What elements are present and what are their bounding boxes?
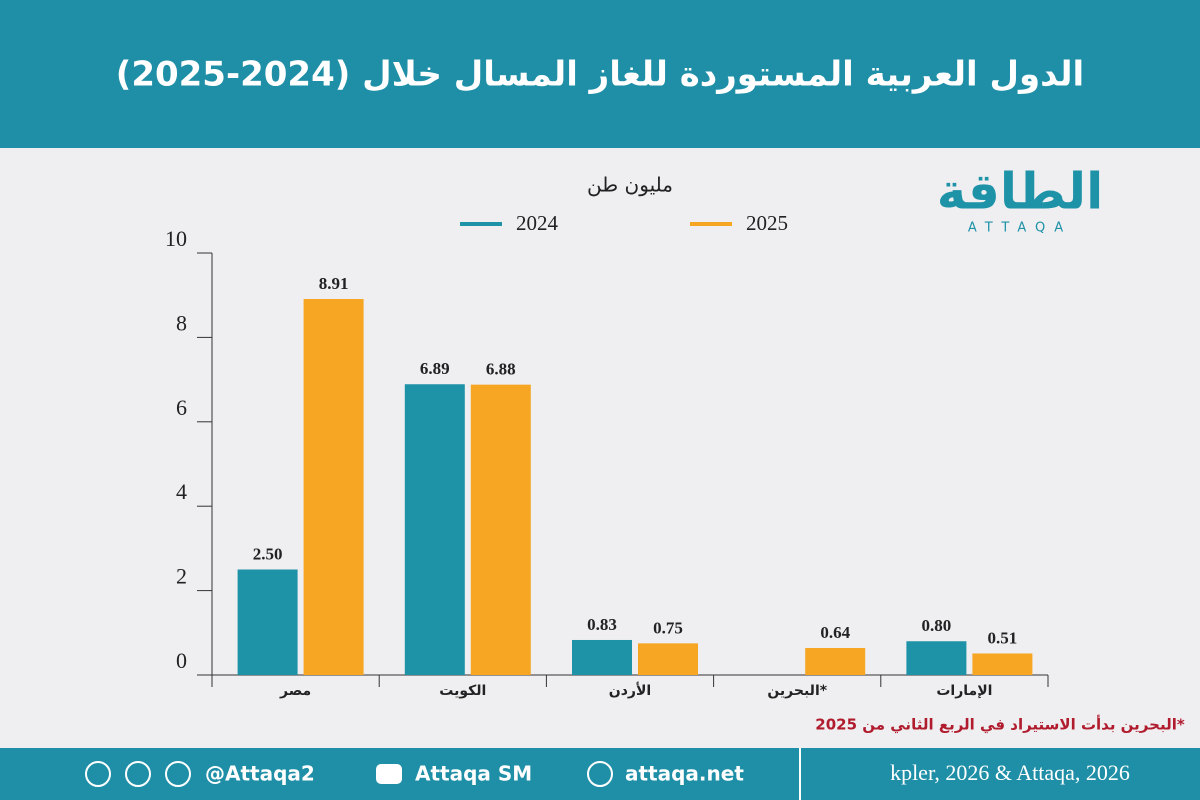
web-icon <box>587 761 613 787</box>
value-label: 0.51 <box>988 628 1018 647</box>
bar <box>638 643 698 675</box>
legend-label: 2024 <box>516 211 559 235</box>
y-tick-label: 10 <box>165 226 187 251</box>
y-tick-label: 4 <box>176 479 187 504</box>
facebook-icon <box>165 761 191 787</box>
value-label: 2.50 <box>253 544 283 563</box>
x-tick-label: الأردن <box>609 682 651 699</box>
value-label: 0.80 <box>922 616 952 635</box>
y-tick-label: 0 <box>176 648 187 673</box>
footer-website: attaqa.net <box>625 762 744 786</box>
bar <box>303 298 364 675</box>
title: الدول العربية المستوردة للغاز المسال خلا… <box>116 55 1084 95</box>
y-tick-label: 6 <box>176 395 187 420</box>
value-label: 0.64 <box>820 623 850 642</box>
y-tick-label: 2 <box>176 564 187 589</box>
value-label: 0.75 <box>653 618 683 637</box>
x-tick-label: الكويت <box>439 683 486 699</box>
bar <box>572 639 632 675</box>
bar <box>237 569 298 675</box>
value-label: 8.91 <box>319 274 349 293</box>
value-label: 6.88 <box>486 360 516 379</box>
bar <box>470 384 531 675</box>
legend-label: 2025 <box>746 211 788 235</box>
x-tick-label: الإمارات <box>936 683 992 699</box>
note: *البحرين بدأت الاستيراد في الربع الثاني … <box>815 715 1185 734</box>
x-tick-label: البحرين* <box>767 683 827 699</box>
value-label: 0.83 <box>587 615 617 634</box>
logo-latin: ATTAQA <box>968 221 1072 236</box>
bar <box>906 641 967 675</box>
unit-label: مليون طن <box>587 173 673 197</box>
x-tick-label: مصر <box>279 683 311 699</box>
header-band <box>0 0 1200 148</box>
footer-youtube: Attaqa SM <box>415 762 532 786</box>
instagram-icon <box>125 761 151 787</box>
bar <box>805 647 866 675</box>
y-tick-label: 8 <box>176 310 187 335</box>
bar <box>404 384 465 675</box>
logo-name: الطاقة <box>937 163 1103 221</box>
value-label: 6.89 <box>420 359 450 378</box>
footer-source: kpler, 2026 & Attaqa, 2026 <box>890 760 1130 785</box>
youtube-icon <box>376 764 402 784</box>
footer-band <box>0 748 1200 800</box>
bar <box>972 653 1033 675</box>
x-icon <box>85 761 111 787</box>
footer-social: @Attaqa2 <box>205 762 315 786</box>
